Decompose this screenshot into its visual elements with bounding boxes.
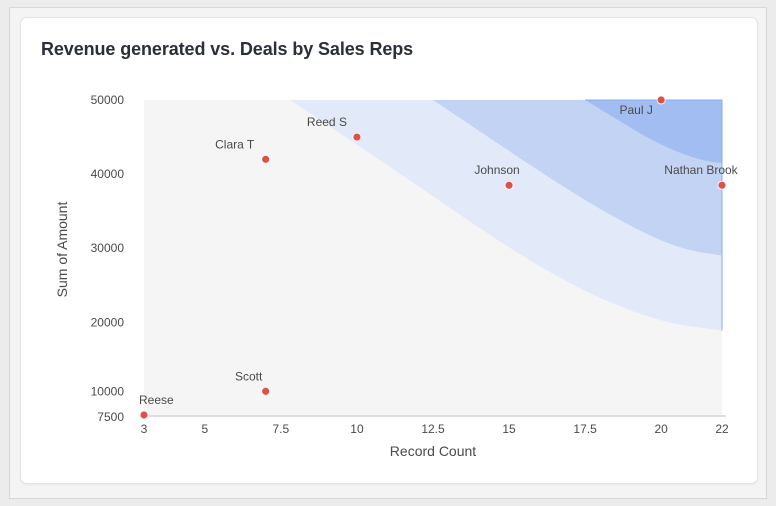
x-tick-label: 7.5 (273, 422, 290, 436)
x-tick-label: 12.5 (421, 422, 445, 436)
band-2 (433, 100, 722, 256)
data-point[interactable] (261, 386, 271, 396)
x-axis-ticks: 3 5 7.5 10 12.5 15 17.5 20 22 (141, 422, 729, 436)
y-axis-ticks: 7500 10000 20000 30000 40000 50000 (91, 93, 125, 424)
y-tick-label: 10000 (91, 384, 125, 398)
point-label: Clara T (215, 137, 255, 151)
data-point[interactable] (352, 132, 362, 142)
data-point[interactable] (717, 180, 727, 190)
x-tick-label: 10 (350, 422, 364, 436)
band-edge (585, 99, 723, 331)
data-point[interactable] (139, 410, 149, 420)
point-label: Reed S (307, 115, 347, 129)
x-tick-label: 20 (654, 422, 668, 436)
x-axis-title: Record Count (390, 443, 476, 459)
data-point[interactable] (261, 154, 271, 164)
performance-bands (290, 99, 723, 331)
point-label: Paul J (619, 103, 652, 117)
point-label: Johnson (474, 163, 519, 177)
y-tick-label: 7500 (97, 410, 124, 424)
x-tick-label: 22 (715, 422, 729, 436)
y-tick-label: 40000 (91, 167, 125, 181)
y-tick-label: 50000 (91, 93, 125, 107)
point-label: Scott (235, 369, 263, 383)
data-point[interactable] (656, 95, 666, 105)
data-points: Reese Scott Clara T Reed S Johnson Paul J Nath… (139, 95, 739, 420)
x-tick-label: 3 (141, 422, 148, 436)
x-tick-label: 17.5 (573, 422, 597, 436)
x-tick-label: 15 (502, 422, 516, 436)
y-axis-title: Sum of Amount (54, 202, 70, 298)
y-tick-label: 20000 (91, 315, 125, 329)
point-label: Reese (139, 393, 174, 407)
point-label: Nathan Brook (664, 163, 738, 177)
data-point[interactable] (504, 180, 514, 190)
chart-title: Revenue generated vs. Deals by Sales Rep… (41, 39, 414, 59)
band-3 (585, 100, 722, 163)
x-tick-label: 5 (201, 422, 208, 436)
y-tick-label: 30000 (91, 241, 125, 255)
